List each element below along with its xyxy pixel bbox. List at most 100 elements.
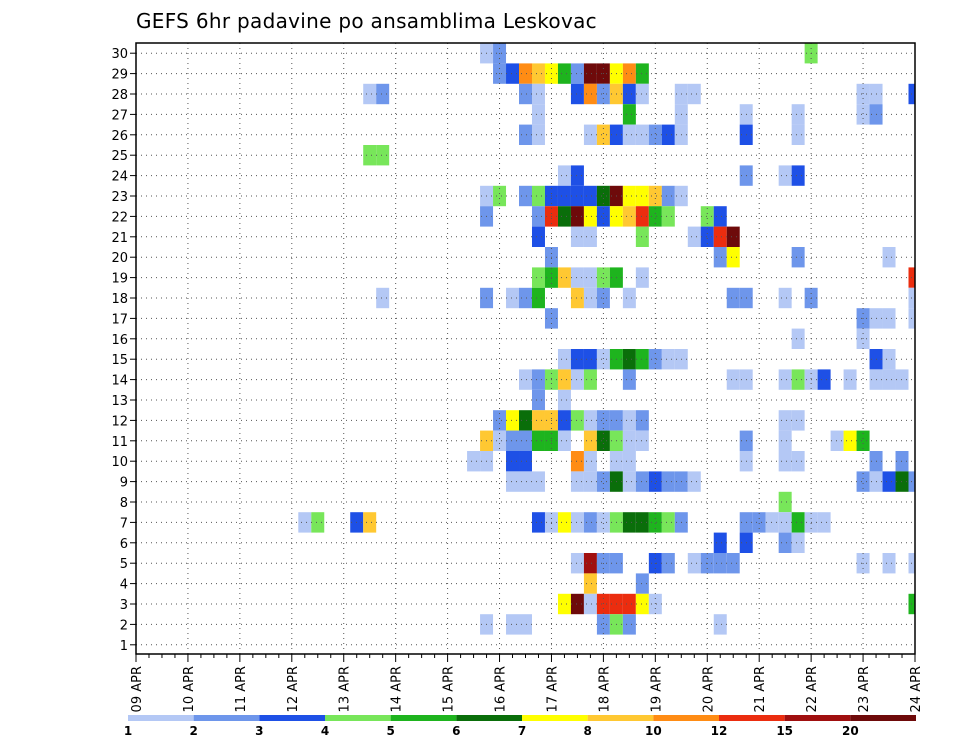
x-tick-label: 18 APR bbox=[597, 666, 612, 712]
heatmap-cell bbox=[648, 124, 662, 145]
colorbar-segment bbox=[259, 715, 325, 721]
heatmap-cell bbox=[622, 349, 636, 370]
heatmap-cell bbox=[726, 247, 740, 268]
x-tick-label: 16 APR bbox=[494, 666, 509, 712]
heatmap-cell bbox=[557, 206, 571, 227]
y-tick-label: 2 bbox=[120, 618, 128, 633]
y-tick-label: 14 bbox=[111, 374, 128, 389]
heatmap-cell bbox=[570, 83, 584, 105]
heatmap-cell bbox=[376, 145, 390, 166]
heatmap-cell bbox=[713, 614, 727, 635]
heatmap-cell bbox=[713, 247, 727, 268]
heatmap-cell bbox=[596, 614, 610, 635]
heatmap-cell bbox=[493, 430, 507, 451]
heatmap-cell bbox=[778, 491, 792, 513]
heatmap-cell bbox=[622, 471, 636, 492]
y-tick-label: 27 bbox=[111, 108, 128, 123]
heatmap-cell bbox=[557, 349, 571, 370]
heatmap-cell bbox=[311, 512, 325, 533]
heatmap-cell bbox=[661, 185, 675, 207]
y-tick-label: 10 bbox=[111, 455, 128, 470]
heatmap-cell bbox=[531, 410, 545, 431]
heatmap-cell bbox=[583, 287, 597, 309]
heatmap-cell bbox=[583, 451, 597, 472]
heatmap-cell bbox=[635, 410, 649, 431]
y-tick-label: 8 bbox=[120, 496, 128, 511]
heatmap-cell bbox=[298, 512, 312, 533]
heatmap-cell bbox=[506, 410, 520, 431]
heatmap-cell bbox=[791, 410, 805, 431]
heatmap-cell bbox=[713, 532, 727, 553]
heatmap-cell bbox=[519, 83, 532, 105]
heatmap-cell bbox=[622, 614, 636, 635]
heatmap-cell bbox=[531, 185, 545, 207]
heatmap-cell bbox=[583, 267, 597, 288]
heatmap-cell bbox=[583, 430, 597, 451]
heatmap-cell bbox=[791, 369, 805, 390]
heatmap-cell bbox=[648, 471, 662, 492]
heatmap-cell bbox=[570, 206, 584, 227]
heatmap-cell bbox=[363, 512, 377, 533]
heatmap-cell bbox=[506, 451, 520, 472]
heatmap-cell bbox=[557, 185, 571, 207]
heatmap-cell bbox=[661, 512, 675, 533]
heatmap-cell bbox=[583, 471, 597, 492]
y-tick-label: 16 bbox=[111, 333, 128, 348]
heatmap-cell bbox=[493, 410, 507, 431]
heatmap-cell bbox=[519, 369, 532, 390]
heatmap-cell bbox=[830, 430, 844, 451]
heatmap-cell bbox=[882, 553, 896, 574]
heatmap-cell bbox=[557, 512, 571, 533]
heatmap-cell bbox=[557, 430, 571, 451]
heatmap-cell bbox=[583, 124, 597, 145]
heatmap-cell bbox=[791, 165, 805, 186]
heatmap-cell bbox=[570, 226, 584, 247]
x-tick-label: 11 APR bbox=[234, 666, 249, 712]
heatmap-cell bbox=[635, 206, 649, 227]
heatmap-cell bbox=[596, 410, 610, 431]
heatmap-cell bbox=[726, 226, 740, 247]
heatmap-cell bbox=[817, 512, 831, 533]
y-tick-label: 29 bbox=[111, 68, 128, 83]
heatmap-cell bbox=[531, 471, 545, 492]
heatmap-cell bbox=[557, 267, 571, 288]
heatmap-cell bbox=[531, 287, 545, 309]
y-tick-label: 26 bbox=[111, 129, 128, 144]
heatmap-cell bbox=[791, 328, 805, 349]
colorbar-label: 12 bbox=[711, 724, 728, 738]
heatmap-cell bbox=[791, 532, 805, 553]
heatmap-cell bbox=[531, 83, 545, 105]
colorbar-label: 7 bbox=[518, 724, 526, 738]
heatmap-cell bbox=[622, 512, 636, 533]
y-tick-label: 6 bbox=[120, 537, 128, 552]
heatmap-cell bbox=[726, 369, 740, 390]
heatmap-cell bbox=[791, 512, 805, 533]
heatmap-cell bbox=[791, 104, 805, 125]
heatmap-cell bbox=[570, 512, 584, 533]
heatmap-cell bbox=[882, 471, 896, 492]
heatmap-cell bbox=[635, 573, 649, 594]
y-tick-label: 4 bbox=[120, 578, 128, 593]
heatmap-cell bbox=[596, 267, 610, 288]
heatmap-cell bbox=[583, 349, 597, 370]
colorbar-label: 4 bbox=[321, 724, 329, 738]
x-tick-label: 20 APR bbox=[701, 666, 716, 712]
heatmap-cell bbox=[570, 593, 584, 615]
heatmap-cell bbox=[376, 83, 390, 105]
heatmap-cell bbox=[635, 267, 649, 288]
heatmap-cell bbox=[622, 124, 636, 145]
colorbar-label: 15 bbox=[776, 724, 793, 738]
heatmap-cell bbox=[531, 206, 545, 227]
colorbar-label: 1 bbox=[124, 724, 132, 738]
heatmap-cell bbox=[570, 349, 584, 370]
colorbar-segment bbox=[325, 715, 391, 721]
y-tick-label: 28 bbox=[111, 88, 128, 103]
y-tick-label: 24 bbox=[111, 170, 128, 185]
heatmap-cell bbox=[570, 553, 584, 574]
heatmap-cell bbox=[557, 593, 571, 615]
heatmap-cell bbox=[519, 430, 532, 451]
heatmap-cell bbox=[713, 206, 727, 227]
heatmap-cell bbox=[648, 349, 662, 370]
heatmap-cell bbox=[531, 389, 545, 411]
heatmap-cell bbox=[661, 124, 675, 145]
